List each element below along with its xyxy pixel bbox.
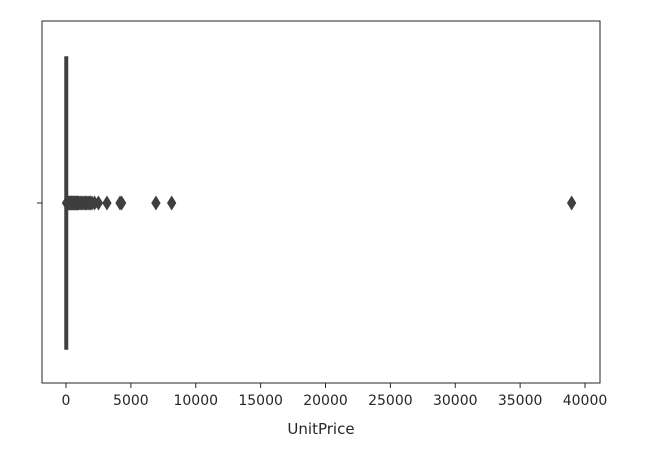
x-tick-label: 25000 (368, 393, 413, 409)
plot-area-background (42, 21, 600, 383)
x-tick-label: 5000 (113, 393, 149, 409)
outlier-point (166, 195, 177, 211)
boxplot-marks (61, 56, 577, 350)
x-tick-label: 10000 (173, 393, 218, 409)
x-tick-label: 40000 (563, 393, 608, 409)
x-tick-label: 35000 (498, 393, 543, 409)
outlier-point (151, 195, 161, 211)
x-tick-label: 20000 (303, 393, 348, 409)
x-tick-label: 15000 (238, 393, 283, 409)
outlier-point (102, 195, 112, 211)
x-tick-label: 0 (62, 393, 71, 409)
outlier-point (93, 195, 104, 211)
x-axis-ticks: 0 5000 10000 15000 20000 25000 30000 35000 40000 (62, 383, 608, 409)
outlier-point (566, 195, 577, 211)
plot-frame (41, 20, 601, 384)
x-axis-label: UnitPrice (287, 420, 354, 438)
outlier-point (116, 195, 127, 211)
x-tick-label: 30000 (433, 393, 478, 409)
